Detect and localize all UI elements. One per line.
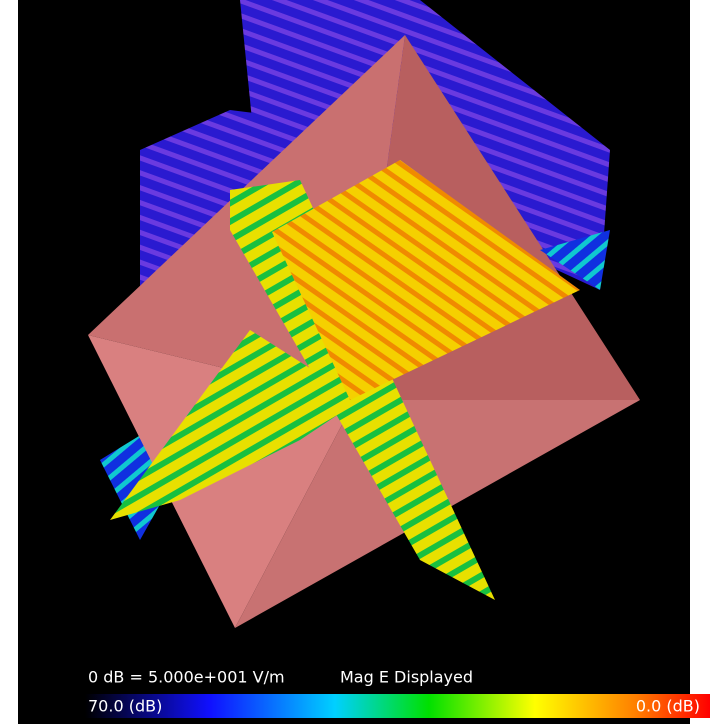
quantity-text: Mag E Displayed [340, 668, 473, 687]
lower-plane [110, 330, 360, 520]
min-label: 70.0 (dB) [88, 697, 162, 716]
reference-text: 0 dB = 5.000e+001 V/m [88, 668, 285, 687]
horizontal-plane [272, 160, 580, 400]
color-bar [85, 694, 710, 718]
right-plane [540, 230, 610, 290]
max-label: 0.0 (dB) [636, 697, 700, 716]
